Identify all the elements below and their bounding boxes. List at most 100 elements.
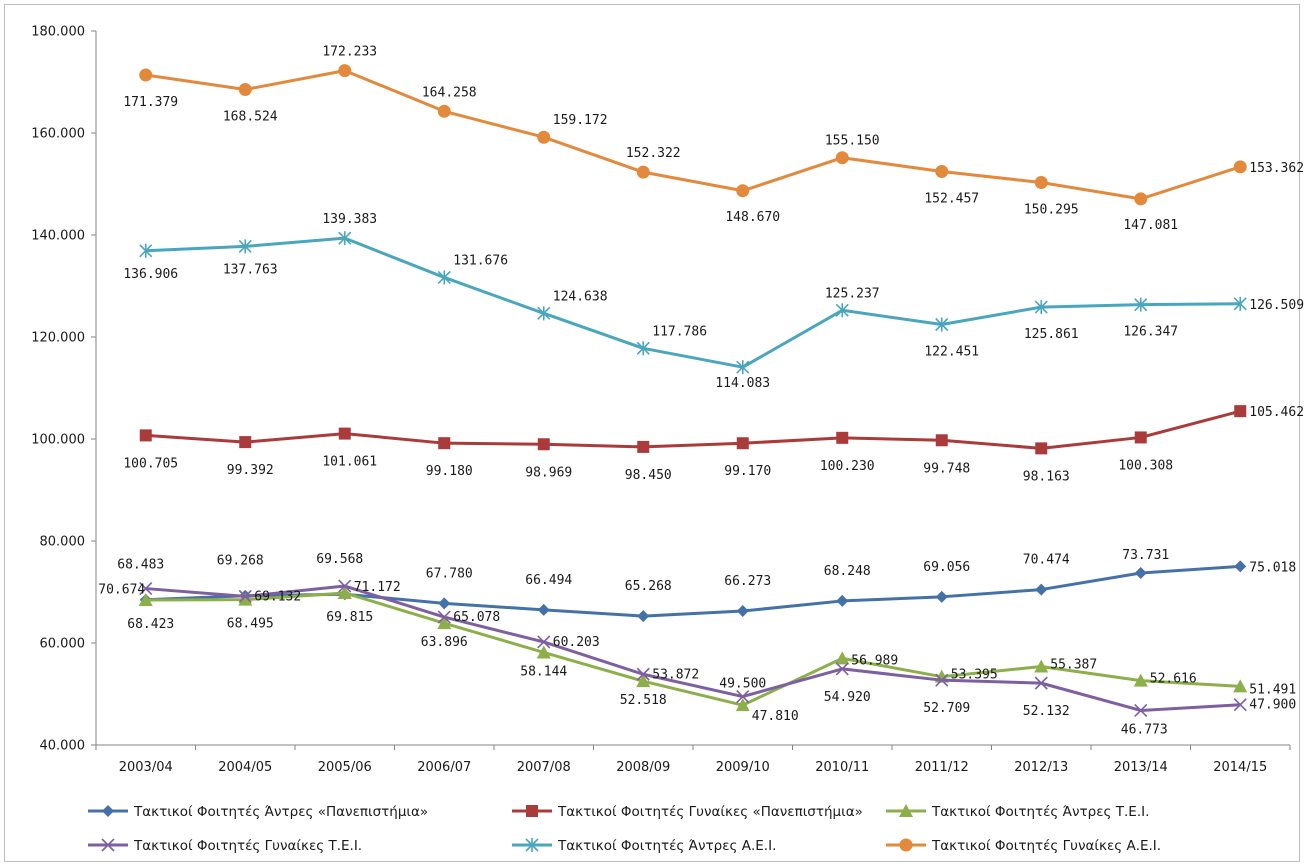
data-point <box>935 164 949 178</box>
data-label: 105.462 <box>1249 405 1304 420</box>
data-point <box>1234 405 1247 418</box>
x-tick-label: 2012/13 <box>1014 760 1068 775</box>
data-point <box>935 673 949 687</box>
data-label: 139.383 <box>322 212 377 227</box>
data-point <box>637 440 650 453</box>
data-point <box>1134 566 1147 579</box>
data-point <box>1034 175 1048 189</box>
data-label: 70.474 <box>1023 553 1070 568</box>
marker-stroke <box>1134 703 1148 718</box>
series-line <box>145 409 1241 450</box>
data-point <box>338 231 352 246</box>
data-label: 147.081 <box>1123 218 1178 233</box>
data-label: 54.920 <box>824 690 871 705</box>
data-label: 68.495 <box>227 617 274 632</box>
data-label: 101.061 <box>322 455 377 470</box>
x-tick-label: 2006/07 <box>417 760 471 775</box>
data-label: 68.423 <box>127 617 174 632</box>
data-label: 126.509 <box>1249 298 1304 313</box>
data-label: 49.500 <box>719 677 766 692</box>
data-label: 58.144 <box>520 664 567 679</box>
marker-stroke <box>636 667 650 681</box>
data-label: 152.322 <box>626 146 681 161</box>
legend-swatch-marker <box>899 838 913 852</box>
y-tick-label: 140.000 <box>31 229 85 244</box>
legend-swatch-marker <box>101 838 115 852</box>
data-label: 137.763 <box>223 262 278 277</box>
data-label: 99.170 <box>724 464 771 479</box>
data-point <box>437 616 452 630</box>
y-tick-label: 180.000 <box>31 25 85 40</box>
data-label: 69.056 <box>923 560 970 575</box>
data-label: 125.861 <box>1024 327 1079 342</box>
data-label: 56.989 <box>851 653 898 668</box>
data-point <box>139 429 152 442</box>
x-tick-label: 2013/14 <box>1114 760 1168 775</box>
legend-swatch-marker <box>525 838 539 852</box>
data-label: 60.203 <box>553 635 600 650</box>
data-label: 47.900 <box>1249 698 1296 713</box>
marker-stroke <box>1034 676 1048 690</box>
data-label: 68.248 <box>824 564 871 579</box>
data-label: 98.163 <box>1023 469 1070 484</box>
series-2 <box>139 405 1247 455</box>
data-point <box>537 306 551 321</box>
data-label: 66.494 <box>525 573 572 588</box>
data-point <box>736 184 750 198</box>
legend-swatch-marker <box>899 804 913 817</box>
data-point <box>537 130 551 144</box>
data-label: 136.906 <box>123 267 178 282</box>
x-tick-label: 2010/11 <box>815 760 869 775</box>
y-tick-label: 160.000 <box>31 127 85 142</box>
data-label: 67.780 <box>426 566 473 581</box>
data-point <box>437 610 451 624</box>
data-point <box>1134 297 1148 312</box>
data-point <box>139 243 153 258</box>
legend-item: Τακτικοί Φοιτητές Άντρες Τ.Ε.Ι. <box>886 804 1149 820</box>
data-point <box>139 68 153 82</box>
data-label: 53.872 <box>652 667 699 682</box>
data-point <box>1134 431 1147 444</box>
legend-label: Τακτικοί Φοιτητές Άντρες Α.Ε.Ι. <box>557 838 776 854</box>
data-point <box>836 431 849 444</box>
data-point <box>1034 300 1048 315</box>
data-label: 55.387 <box>1050 658 1097 673</box>
legend-swatch-marker <box>102 805 114 817</box>
series-line <box>145 584 1241 712</box>
marker-stroke <box>835 662 849 676</box>
data-point <box>835 303 849 318</box>
series-4 <box>139 579 1247 718</box>
data-label: 164.258 <box>422 85 477 100</box>
data-label: 65.078 <box>453 610 500 625</box>
data-point <box>736 437 749 450</box>
data-point <box>438 437 451 450</box>
data-point <box>935 434 948 447</box>
data-point <box>338 427 351 440</box>
data-point <box>238 592 253 606</box>
data-label: 98.450 <box>625 468 672 483</box>
data-label: 122.451 <box>924 344 979 359</box>
data-point <box>1034 659 1049 673</box>
data-point <box>835 662 849 676</box>
data-point <box>437 270 451 285</box>
data-point <box>1134 192 1148 206</box>
y-tick-label: 40.000 <box>40 739 86 754</box>
data-label: 125.237 <box>825 286 880 301</box>
data-point <box>835 151 849 165</box>
y-tick-label: 100.000 <box>31 433 85 448</box>
marker-stroke <box>935 673 949 687</box>
data-point <box>338 579 352 593</box>
data-point <box>238 83 252 97</box>
data-point <box>1233 698 1247 712</box>
data-label: 75.018 <box>1249 560 1296 575</box>
data-label: 100.230 <box>820 459 875 474</box>
x-tick-label: 2009/10 <box>716 760 770 775</box>
data-point <box>736 689 750 704</box>
data-point <box>735 698 750 712</box>
data-point <box>637 610 650 623</box>
data-label: 114.083 <box>715 376 770 391</box>
data-point <box>338 64 352 78</box>
data-point <box>636 674 651 688</box>
x-tick-label: 2014/15 <box>1213 760 1267 775</box>
